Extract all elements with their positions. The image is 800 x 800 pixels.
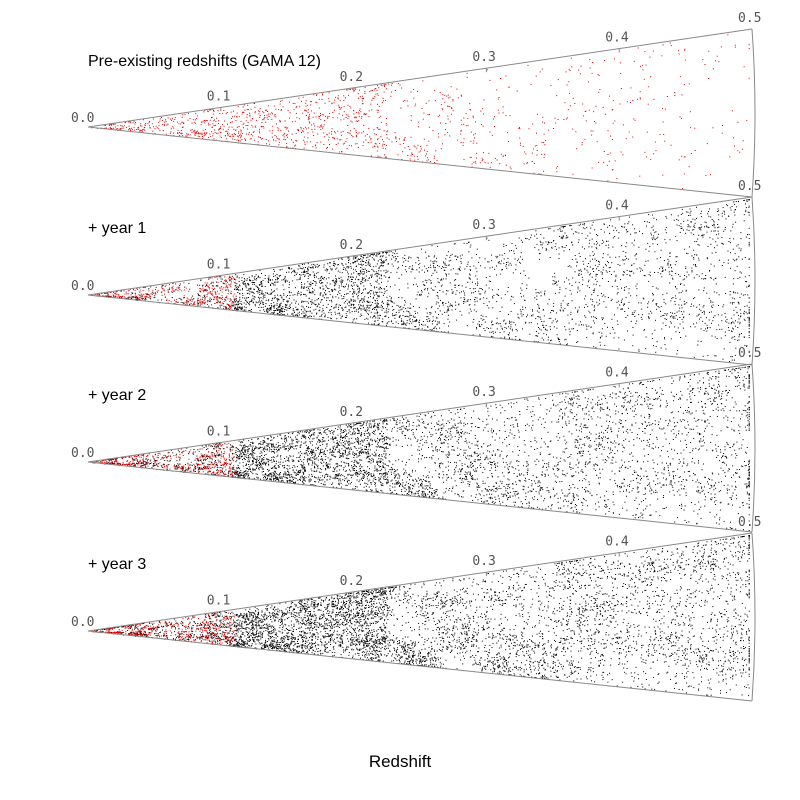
galaxy-points-3	[92, 366, 750, 531]
wedge-lower-edge-1	[87, 126, 753, 198]
panel-title-1: Pre-existing redshifts (GAMA 12)	[88, 53, 321, 70]
tick-label-1-0: 0.0	[71, 111, 94, 126]
tick-label-3-3: 0.3	[472, 385, 495, 400]
tick-label-4-4: 0.4	[605, 535, 629, 550]
tick-label-3-2: 0.2	[340, 405, 363, 420]
tick-label-3-5: 0.5	[738, 346, 761, 361]
tick-label-2-2: 0.2	[340, 238, 363, 253]
tick-label-1-4: 0.4	[605, 31, 629, 46]
tick-label-3-1: 0.1	[207, 424, 230, 439]
tick-label-4-1: 0.1	[207, 593, 230, 608]
galaxy-points-2	[91, 199, 750, 362]
tick-label-1-2: 0.2	[340, 70, 363, 85]
tick-label-4-5: 0.5	[738, 515, 761, 530]
wedge-far-arc-2	[751, 196, 756, 366]
wedge-upper-edge-4	[87, 532, 753, 632]
tick-label-2-3: 0.3	[472, 218, 495, 233]
tick-label-3-0: 0.0	[71, 446, 94, 461]
x-axis-title: Redshift	[368, 752, 432, 771]
wedge-far-arc-1	[751, 28, 756, 198]
wedge-panel-4: 0.0 0.1 0.2 0.3 0.4 0.5 + year 3	[71, 515, 761, 702]
panel-title-3: + year 2	[88, 387, 146, 404]
galaxy-points-4	[92, 535, 750, 697]
panel-title-4: + year 3	[88, 556, 146, 573]
tick-label-1-3: 0.3	[472, 50, 495, 65]
wedge-upper-edge-1	[87, 28, 753, 128]
tick-label-2-5: 0.5	[738, 179, 761, 194]
wedge-lower-edge-4	[87, 630, 753, 702]
wedge-upper-edge-2	[87, 196, 753, 296]
wedge-panel-3: 0.0 0.1 0.2 0.3 0.4 0.5 + year 2	[71, 346, 761, 533]
wedge-panel-1: 0.0 0.1 0.2 0.3 0.4 0.5 Pre-existing redshifts…	[71, 11, 761, 198]
tick-label-4-0: 0.0	[71, 615, 94, 630]
wedge-panel-2: 0.0 0.1 0.2 0.3 0.4 0.5 + year 1	[71, 179, 761, 366]
wedge-far-arc-4	[751, 532, 756, 702]
tick-label-2-0: 0.0	[71, 279, 94, 294]
wedge-lower-edge-2	[87, 294, 753, 366]
tick-label-4-2: 0.2	[340, 574, 363, 589]
wedge-far-arc-3	[751, 363, 756, 533]
wedge-upper-edge-3	[87, 363, 753, 463]
tick-label-1-5: 0.5	[738, 11, 761, 26]
panel-title-2: + year 1	[88, 220, 146, 237]
wedge-lower-edge-3	[87, 461, 753, 533]
tick-label-4-3: 0.3	[472, 554, 495, 569]
tick-label-2-4: 0.4	[605, 199, 629, 214]
tick-label-2-1: 0.1	[207, 257, 230, 272]
tick-label-1-1: 0.1	[207, 89, 230, 104]
tick-label-3-4: 0.4	[605, 366, 629, 381]
